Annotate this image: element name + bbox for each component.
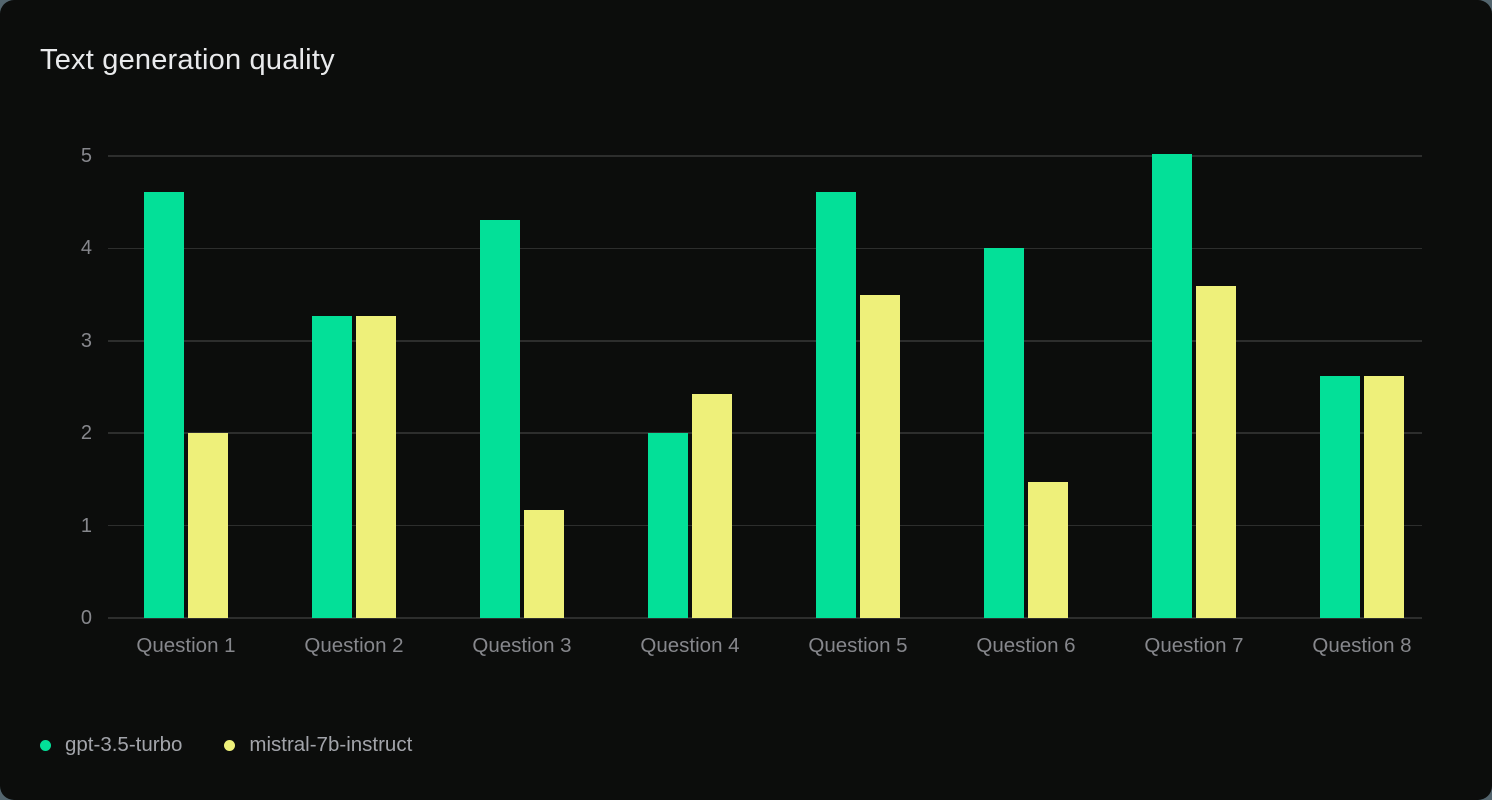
gridline (108, 155, 1422, 157)
bar-mistral-7b-instruct-question-2[interactable] (356, 315, 396, 618)
legend-label-gpt-3-5-turbo: gpt-3.5-turbo (65, 733, 183, 756)
gridline (108, 617, 1422, 619)
bar-mistral-7b-instruct-question-1[interactable] (188, 433, 228, 618)
bar-gpt-3-5-turbo-question-4[interactable] (648, 433, 688, 618)
x-axis-label-question-5: Question 5 (808, 634, 908, 657)
x-axis-label-question-4: Question 4 (640, 634, 740, 657)
y-axis-tick-label: 1 (80, 514, 92, 537)
bar-gpt-3-5-turbo-question-3[interactable] (480, 219, 520, 618)
gridline (108, 340, 1422, 342)
bar-gpt-3-5-turbo-question-5[interactable] (816, 192, 856, 618)
y-axis-tick-label: 4 (80, 237, 92, 260)
legend-label-mistral-7b-instruct: mistral-7b-instruct (249, 733, 413, 756)
bar-gpt-3-5-turbo-question-1[interactable] (144, 192, 184, 618)
gridline (108, 247, 1422, 250)
legend-swatch-icon (40, 739, 51, 751)
bar-mistral-7b-instruct-question-4[interactable] (692, 394, 732, 618)
x-axis-label-question-6: Question 6 (976, 634, 1076, 657)
gridline (108, 524, 1422, 527)
bar-mistral-7b-instruct-question-3[interactable] (524, 509, 564, 618)
y-axis-tick-label: 0 (80, 607, 92, 629)
bar-gpt-3-5-turbo-question-7[interactable] (1152, 154, 1192, 618)
bar-mistral-7b-instruct-question-6[interactable] (1028, 482, 1068, 618)
x-axis-label-question-7: Question 7 (1144, 634, 1244, 657)
x-axis-label-question-1: Question 1 (136, 634, 236, 657)
bar-mistral-7b-instruct-question-5[interactable] (860, 294, 900, 618)
legend-item-gpt-3-5-turbo[interactable]: gpt-3.5-turbo (40, 732, 182, 758)
legend-swatch-icon (224, 739, 236, 751)
legend-item-mistral-7b-instruct[interactable]: mistral-7b-instruct (224, 732, 412, 758)
y-axis-tick-label: 2 (80, 422, 92, 445)
x-axis-label-question-8: Question 8 (1312, 634, 1412, 657)
x-axis-label-question-2: Question 2 (304, 634, 404, 657)
bar-mistral-7b-instruct-question-7[interactable] (1196, 286, 1236, 618)
y-axis-tick-label: 3 (80, 329, 92, 352)
x-axis-label-question-3: Question 3 (472, 634, 572, 657)
chart-legend: gpt-3.5-turbo mistral-7b-instruct (40, 732, 412, 758)
bar-gpt-3-5-turbo-question-8[interactable] (1320, 375, 1360, 618)
bar-gpt-3-5-turbo-question-2[interactable] (312, 315, 352, 618)
bar-gpt-3-5-turbo-question-6[interactable] (984, 248, 1024, 618)
gridline (108, 432, 1422, 434)
y-axis-tick-label: 5 (80, 145, 92, 167)
chart-title: Text generation quality (40, 44, 335, 76)
bar-mistral-7b-instruct-question-8[interactable] (1364, 375, 1404, 618)
